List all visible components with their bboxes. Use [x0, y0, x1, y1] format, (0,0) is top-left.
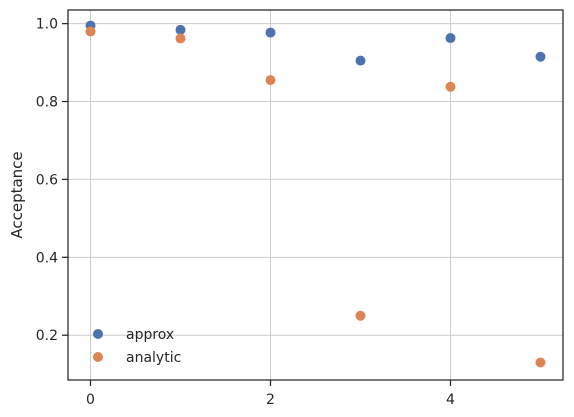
approx-point — [175, 24, 186, 35]
legend-label-approx: approx — [126, 327, 174, 343]
tick-labels: 0 2 4 0.2 0.4 0.6 0.8 1.0 — [36, 17, 455, 408]
legend-marker-analytic — [93, 352, 103, 362]
analytic-point — [85, 26, 96, 37]
y-tick-label: 0.8 — [36, 95, 58, 111]
x-tick-label: 4 — [446, 392, 455, 408]
y-tick-label: 1.0 — [36, 17, 58, 33]
analytic-point — [265, 75, 276, 86]
analytic-point — [355, 310, 366, 321]
plot-frame — [67, 9, 564, 381]
legend: approx analytic — [93, 327, 181, 366]
analytic-point — [535, 357, 546, 368]
y-tick-label: 0.4 — [36, 250, 58, 266]
legend-label-analytic: analytic — [126, 350, 181, 366]
y-axis-label: Acceptance — [8, 151, 26, 238]
analytic-point — [175, 33, 186, 44]
approx-point — [265, 27, 276, 38]
y-tick-label: 0.2 — [36, 328, 58, 344]
approx-point — [535, 51, 546, 62]
x-tick-label: 0 — [86, 392, 95, 408]
analytic-point — [445, 81, 456, 92]
approx-point — [445, 33, 456, 44]
data-points — [85, 20, 546, 368]
x-tick-label: 2 — [266, 392, 275, 408]
axes — [62, 9, 564, 386]
y-tick-label: 0.6 — [36, 172, 58, 188]
grid — [68, 10, 563, 380]
approx-point — [355, 55, 366, 66]
legend-marker-approx — [93, 329, 103, 339]
